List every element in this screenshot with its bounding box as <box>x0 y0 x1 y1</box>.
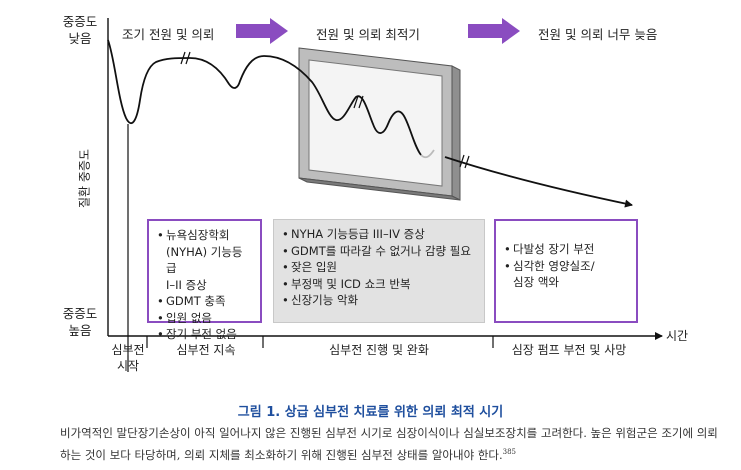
criteria-item: 뉴욕심장학회 (NYHA) 기능등급 I–II 증상 <box>157 227 252 293</box>
stage-label-failure: 심장 펌프 부전 및 사망 <box>511 343 627 357</box>
figure-title: 그림 1. 상급 심부전 치료를 위한 의뢰 최적 시기 <box>237 405 504 420</box>
criteria-item: 다발성 장기 부전 <box>504 241 628 258</box>
optimal-window-frame <box>298 47 461 201</box>
break-mark-3 <box>459 154 470 169</box>
caption-text: 비가역적인 말단장기손상이 아직 일어나지 않은 진행된 심부전 시기로 심장이… <box>60 426 718 462</box>
criteria-item: NYHA 기능등급 III–IV 증상 <box>282 226 476 243</box>
figure-caption: 비가역적인 말단장기손상이 아직 일어나지 않은 진행된 심부전 시기로 심장이… <box>60 424 720 465</box>
criteria-item: 부정맥 및 ICD 쇼크 반복 <box>282 276 476 293</box>
criteria-item: GDMT 충족 <box>157 293 252 310</box>
phase-arrow-1 <box>236 18 288 44</box>
criteria-item: 장기 부전 없음 <box>157 326 252 343</box>
phase-label-early: 조기 전원 및 의뢰 <box>122 27 215 42</box>
y-axis-title: 질환 중증도 <box>77 149 92 209</box>
break-mark-2 <box>353 95 364 109</box>
criteria-item: 신장기능 악화 <box>282 292 476 309</box>
severity-curve-tail <box>444 156 633 208</box>
criteria-item: 입원 없음 <box>157 310 252 327</box>
phase-arrow-2 <box>468 18 520 44</box>
stage-label-onset: 심부전 시작 <box>111 343 145 373</box>
stage-label-persistent: 심부전 지속 <box>176 343 236 357</box>
stage-label-progression: 심부전 진행 및 완화 <box>329 343 429 357</box>
criteria-box-optimal: NYHA 기능등급 III–IV 증상 GDMT를 따라갈 수 없거나 감량 필… <box>273 219 485 323</box>
phase-label-optimal: 전원 및 의뢰 최적기 <box>316 27 420 42</box>
break-mark-1 <box>180 51 191 65</box>
criteria-item: 심각한 영양실조/ 심장 액와 <box>504 258 628 291</box>
criteria-box-late: 다발성 장기 부전 심각한 영양실조/ 심장 액와 <box>494 219 638 323</box>
criteria-box-early: 뉴욕심장학회 (NYHA) 기능등급 I–II 증상 GDMT 충족 입원 없음… <box>147 219 262 342</box>
y-axis-bottom-label: 중증도 높음 <box>62 306 98 338</box>
criteria-item: 잦은 입원 <box>282 259 476 276</box>
severity-curve-fade <box>420 149 435 159</box>
severity-curve <box>107 39 422 156</box>
caption-reference: 385 <box>502 448 517 456</box>
x-axis-title: 시간 <box>666 329 689 343</box>
y-axis-top-label: 중증도 낮음 <box>62 14 98 46</box>
criteria-item: GDMT를 따라갈 수 없거나 감량 필요 <box>282 243 476 260</box>
phase-label-late: 전원 및 의뢰 너무 늦음 <box>538 27 658 42</box>
